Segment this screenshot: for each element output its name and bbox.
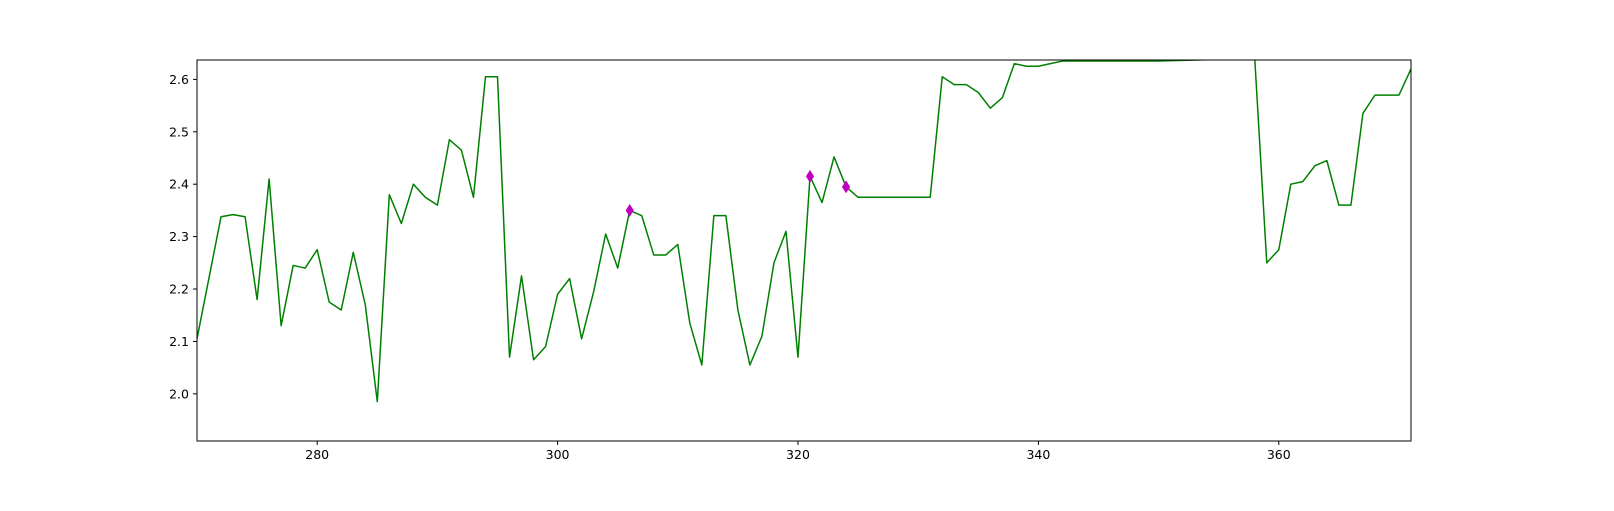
plot-frame [196, 59, 1412, 442]
y-tick-label: 2.6 [169, 72, 189, 87]
series-layer [197, 60, 1411, 403]
diamond-marker [805, 169, 815, 183]
diamond-marker [625, 203, 634, 217]
series-line-0 [197, 60, 1411, 403]
y-tick-label: 2.1 [169, 334, 189, 349]
x-tick-label: 280 [305, 447, 329, 462]
x-tick-label: 340 [1026, 447, 1050, 462]
y-tick-label: 2.4 [169, 177, 189, 192]
x-tick-label: 360 [1267, 447, 1291, 462]
x-tick-label: 300 [546, 447, 570, 462]
y-tick-label: 2.2 [169, 282, 189, 297]
x-axis: 280 300 320 340 360 [305, 441, 1291, 462]
y-tick-label: 2.3 [169, 229, 189, 244]
y-tick-label: 2.0 [169, 386, 189, 401]
diamond-marker [841, 180, 851, 194]
x-tick-label: 320 [786, 447, 810, 462]
y-tick-label: 2.5 [169, 124, 189, 139]
y-axis: 2.0 2.1 2.2 2.3 2.4 2.5 2.6 [169, 72, 197, 401]
